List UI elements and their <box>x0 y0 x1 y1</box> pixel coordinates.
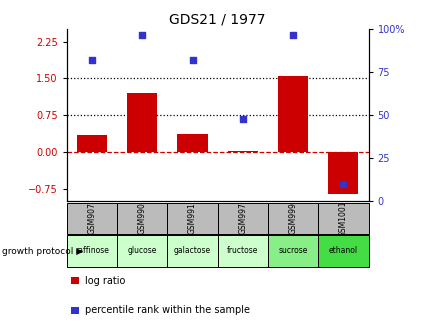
Bar <box>267 235 317 267</box>
Text: galactose: galactose <box>174 247 211 255</box>
Bar <box>127 93 157 152</box>
Point <box>339 181 346 186</box>
Bar <box>117 235 167 267</box>
Point <box>289 32 296 37</box>
Text: fructose: fructose <box>227 247 258 255</box>
Bar <box>317 235 368 267</box>
Text: log ratio: log ratio <box>85 276 126 286</box>
Bar <box>177 134 207 152</box>
Text: GSM907: GSM907 <box>87 202 96 234</box>
Text: GSM991: GSM991 <box>187 202 197 234</box>
Bar <box>277 76 307 152</box>
Bar <box>227 151 257 152</box>
Text: GSM990: GSM990 <box>138 202 146 234</box>
Bar <box>317 203 368 234</box>
Point <box>189 58 196 63</box>
Bar <box>217 203 267 234</box>
Text: ethanol: ethanol <box>328 247 357 255</box>
Text: glucose: glucose <box>127 247 157 255</box>
Bar <box>117 203 167 234</box>
Point <box>138 32 145 37</box>
Text: GSM997: GSM997 <box>238 202 247 234</box>
Point <box>88 58 95 63</box>
Text: growth protocol ▶: growth protocol ▶ <box>2 247 83 256</box>
Text: sucrose: sucrose <box>278 247 307 255</box>
Bar <box>167 203 217 234</box>
Bar <box>167 235 217 267</box>
Bar <box>67 203 117 234</box>
Title: GDS21 / 1977: GDS21 / 1977 <box>169 13 265 27</box>
Text: percentile rank within the sample: percentile rank within the sample <box>85 305 250 315</box>
Text: GSM999: GSM999 <box>288 202 297 234</box>
Bar <box>67 235 117 267</box>
Point <box>239 116 246 121</box>
Bar <box>267 203 317 234</box>
Bar <box>328 152 358 194</box>
Text: GSM1001: GSM1001 <box>338 200 347 236</box>
Bar <box>217 235 267 267</box>
Bar <box>77 135 107 152</box>
Text: raffinose: raffinose <box>75 247 109 255</box>
